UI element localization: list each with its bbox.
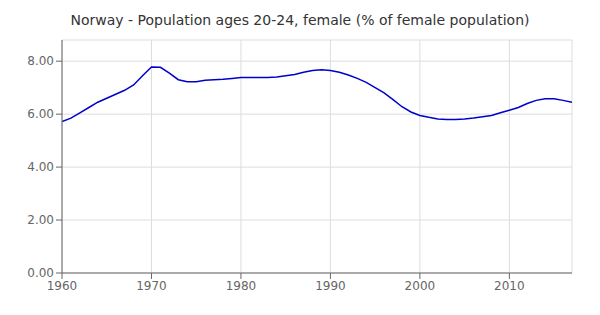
svg-text:6.00: 6.00 — [27, 107, 54, 121]
svg-text:2000: 2000 — [405, 279, 436, 293]
svg-text:2.00: 2.00 — [27, 213, 54, 227]
svg-text:4.00: 4.00 — [27, 160, 54, 174]
svg-text:2010: 2010 — [494, 279, 525, 293]
html-text:Norway - Population ages 20-24: Norway - Population ages 20-24, female (… — [70, 12, 530, 28]
svg-text:1960: 1960 — [47, 279, 78, 293]
svg-text:1990: 1990 — [315, 279, 346, 293]
svg-text:0.00: 0.00 — [27, 266, 54, 280]
svg-text:1970: 1970 — [136, 279, 167, 293]
svg-text:1980: 1980 — [226, 279, 257, 293]
svg-text:8.00: 8.00 — [27, 54, 54, 68]
